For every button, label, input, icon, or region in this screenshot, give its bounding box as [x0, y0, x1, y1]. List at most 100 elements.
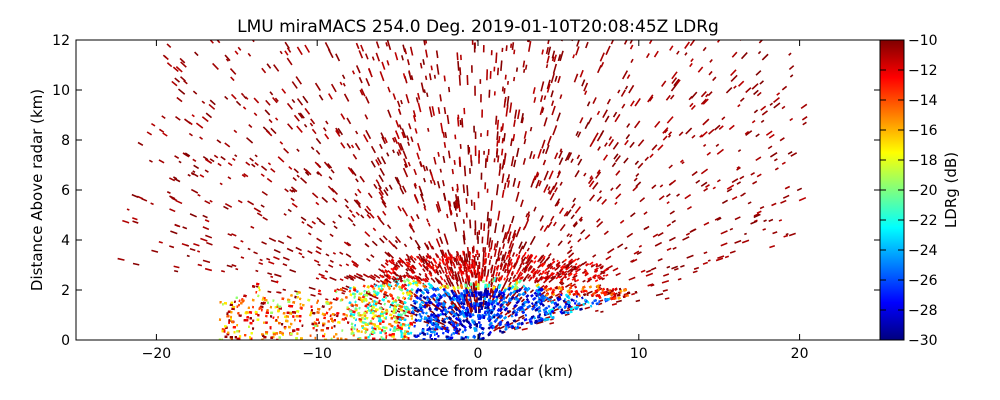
radar-gate [367, 293, 374, 297]
radar-gate [353, 199, 361, 207]
radar-gate [566, 267, 573, 273]
radar-gate [462, 230, 466, 241]
radar-gate [550, 90, 554, 98]
radar-gate [566, 250, 571, 255]
radar-gate [429, 309, 435, 314]
radar-gate [721, 116, 726, 121]
radar-gate [545, 46, 549, 55]
radar-gate [437, 151, 440, 157]
radar-gate [648, 96, 654, 102]
radar-gate [454, 257, 459, 266]
radar-gate [415, 97, 419, 103]
radar-gate [410, 215, 415, 222]
radar-gate [202, 155, 209, 161]
radar-gate [714, 216, 721, 221]
radar-gate [436, 64, 440, 75]
radar-gate [493, 326, 501, 332]
radar-gate [586, 101, 591, 107]
radar-gate [327, 163, 333, 169]
radar-gate [572, 221, 578, 227]
radar-gate [346, 241, 352, 247]
radar-gate [551, 50, 556, 59]
radar-gate [253, 251, 258, 255]
radar-gate [258, 262, 264, 266]
radar-gate [541, 107, 545, 114]
radar-gate [574, 170, 580, 178]
radar-gate [287, 123, 294, 130]
radar-gate [235, 267, 239, 271]
radar-gate [163, 55, 169, 61]
radar-gate [348, 274, 356, 280]
radar-gate [426, 218, 429, 223]
radar-gate [621, 103, 626, 109]
radar-gate [255, 285, 259, 288]
radar-gate [552, 125, 558, 136]
radar-gate [423, 320, 430, 325]
radar-gate [422, 268, 426, 273]
radar-gate [521, 316, 525, 320]
radar-gate [615, 193, 622, 200]
radar-gate [371, 240, 378, 247]
radar-gate [788, 52, 792, 56]
radar-gate [404, 48, 408, 55]
radar-gate [325, 120, 329, 125]
radar-gate [730, 74, 738, 83]
radar-gate [596, 110, 601, 116]
radar-gate [778, 219, 783, 222]
radar-gate [611, 302, 617, 306]
radar-gate [624, 139, 629, 146]
radar-gate [552, 181, 558, 190]
radar-gate [607, 248, 615, 254]
radar-gate [500, 126, 503, 133]
radar-gate [740, 52, 748, 60]
radar-gate [773, 158, 778, 162]
radar-gate [517, 180, 521, 189]
radar-gate [350, 144, 355, 149]
radar-gate [317, 292, 322, 296]
radar-gate [380, 196, 387, 205]
radar-gate [802, 121, 807, 126]
radar-gate [567, 240, 572, 245]
radar-gate [514, 318, 520, 323]
radar-gate [623, 157, 629, 164]
radar-gate [755, 156, 762, 162]
radar-gate [224, 202, 233, 208]
radar-gate [510, 243, 515, 251]
radar-gate [661, 80, 667, 87]
radar-gate [605, 255, 612, 261]
radar-gate [755, 133, 760, 138]
radar-gate [542, 148, 546, 154]
radar-gate [339, 81, 343, 86]
radar-gate [458, 74, 462, 86]
radar-gate [633, 177, 638, 182]
radar-gate [737, 149, 742, 153]
radar-gate [535, 179, 540, 189]
radar-gate [668, 164, 673, 169]
radar-gate [395, 236, 402, 244]
radar-gate [744, 130, 750, 135]
radar-gate [604, 142, 608, 147]
radar-gate [547, 186, 551, 191]
radar-gate [412, 321, 417, 324]
radar-gate [637, 139, 645, 147]
radar-gate [337, 127, 344, 136]
radar-gate [503, 182, 507, 190]
radar-gate [405, 253, 410, 258]
radar-gate [702, 118, 710, 126]
radar-gate [426, 92, 429, 98]
radar-gate [209, 40, 214, 44]
radar-gate [379, 71, 385, 82]
radar-gate [695, 179, 701, 184]
radar-gate [673, 78, 680, 87]
radar-gate [419, 62, 423, 69]
radar-gate [332, 298, 338, 302]
radar-gate [494, 324, 499, 328]
radar-gate [769, 244, 776, 249]
radar-gate [703, 251, 708, 255]
radar-gate [183, 80, 188, 85]
radar-gate [776, 92, 781, 96]
radar-gate [311, 192, 319, 199]
radar-gate [689, 228, 697, 233]
radar-gate [507, 223, 512, 234]
radar-gate [690, 58, 694, 63]
